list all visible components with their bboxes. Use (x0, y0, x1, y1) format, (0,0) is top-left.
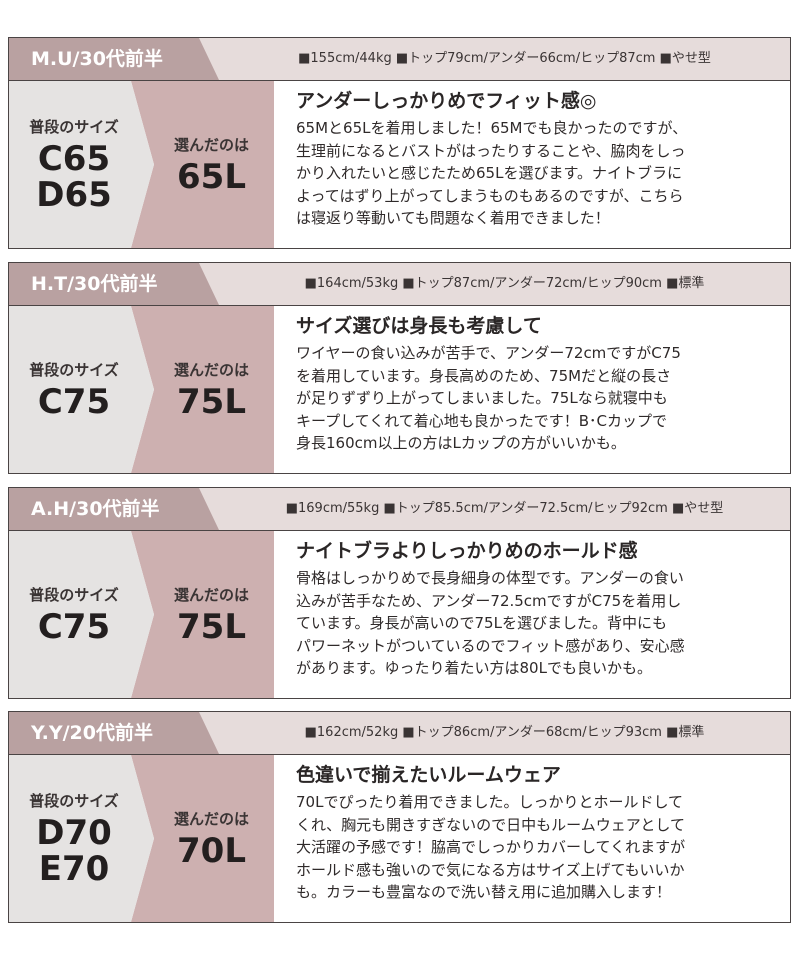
review-line: も。カラーも豊富なので洗い替え用に追加購入します！ (296, 883, 672, 901)
review-card: M.U/30代前半 ■155cm/44kg ■トップ79cm/アンダー66cm/… (8, 37, 791, 249)
review-line: 込みが苦手なため、アンダー72.5cmですがC75を着用し (296, 591, 682, 610)
review-line: くれ、胸元も開きすぎないので日中もルームウェアとして (296, 815, 685, 834)
body-measurements: ■162cm/52kg ■トップ86cm/アンダー68cm/ヒップ93cm ■標… (304, 725, 705, 740)
reviewer-name: A.H/30代前半 (9, 488, 219, 530)
chosen-size-panel: 選んだのは 75L (131, 531, 274, 698)
usual-label: 普段のサイズ (29, 361, 119, 379)
review-line: ホールド感も強いので気になる方はサイズ上げてもいいか (296, 860, 685, 879)
card-header: Y.Y/20代前半 ■162cm/52kg ■トップ86cm/アンダー68cm/… (9, 712, 790, 755)
review-line: 生理前になるとバストがはったりすることや、脇肉をしっ (296, 141, 686, 160)
review-title: アンダーしっかりめでフィット感◎ (296, 90, 597, 112)
usual-size-panel: 普段のサイズ C75 (9, 306, 154, 473)
reviewer-name: H.T/30代前半 (9, 263, 219, 305)
card-header: M.U/30代前半 ■155cm/44kg ■トップ79cm/アンダー66cm/… (9, 38, 790, 81)
usual-size-panel: 普段のサイズ C65 D65 (9, 81, 154, 248)
review-line: ています。身長が高いので75Lを選びました。背中にも (296, 614, 667, 632)
review-line: があります。ゆったり着たい方は80Lでも良いかも。 (296, 659, 652, 677)
chosen-label: 選んだのは (173, 586, 249, 604)
review-title: サイズ選びは身長も考慮して (296, 315, 542, 337)
review-line: 65Mと65Lを着用しました！65Mでも良かったのですが、 (296, 119, 688, 137)
chosen-size-panel: 選んだのは 70L (131, 755, 274, 922)
chosen-size: 75L (177, 607, 246, 647)
review-card: H.T/30代前半 ■164cm/53kg ■トップ87cm/アンダー72cm/… (8, 262, 791, 474)
body-measurements: ■155cm/44kg ■トップ79cm/アンダー66cm/ヒップ87cm ■や… (298, 51, 711, 66)
review-line: 骨格はしっかりめで長身細身の体型です。アンダーの食い (296, 569, 684, 587)
body-measurements: ■164cm/53kg ■トップ87cm/アンダー72cm/ヒップ90cm ■標… (304, 276, 705, 291)
chosen-label: 選んだのは (173, 136, 249, 154)
review-line: 身長160cm以上の方はLカップの方がいいかも。 (296, 434, 626, 452)
chosen-size: 65L (177, 157, 246, 197)
usual-label: 普段のサイズ (29, 118, 119, 136)
usual-size: D70 (36, 813, 112, 853)
card-header: A.H/30代前半 ■169cm/55kg ■トップ85.5cm/アンダー72.… (9, 488, 790, 531)
review-title: 色違いで揃えたいルームウェア (296, 764, 561, 786)
review-line: かり入れたいと感じたため65Lを選びます。ナイトブラに (296, 164, 682, 182)
review-title: ナイトブラよりしっかりめのホールド感 (296, 540, 638, 562)
review-line: ワイヤーの食い込みが苦手で、アンダー72cmですがC75 (296, 344, 681, 362)
review-text: 色違いで揃えたいルームウェア 70Lでぴったり着用できました。しっかりとホールドし… (274, 755, 780, 922)
review-line: が足りずずり上がってしまいました。75Lなら就寝中も (296, 389, 668, 407)
usual-label: 普段のサイズ (29, 792, 119, 810)
usual-size: C75 (37, 607, 111, 647)
chosen-label: 選んだのは (173, 361, 249, 379)
chosen-size: 75L (177, 382, 246, 422)
usual-size-panel: 普段のサイズ D70 E70 (9, 755, 154, 922)
reviewer-name: M.U/30代前半 (9, 38, 219, 80)
review-line: パワーネットがついているのでフィット感があり、安心感 (296, 636, 685, 655)
review-text: ナイトブラよりしっかりめのホールド感骨格はしっかりめで長身細身の体型です。アンダ… (274, 531, 780, 698)
chosen-size-panel: 選んだのは 75L (131, 306, 274, 473)
review-line: は寝返り等動いても問題なく着用できました！ (296, 209, 610, 227)
review-line: 70Lでぴったり着用できました。しっかりとホールドして (296, 793, 683, 811)
body-measurements: ■169cm/55kg ■トップ85.5cm/アンダー72.5cm/ヒップ92c… (285, 501, 724, 516)
card-header: H.T/30代前半 ■164cm/53kg ■トップ87cm/アンダー72cm/… (9, 263, 790, 306)
review-line: 大活躍の予感です！脇高でしっかりカバーしてくれますが (296, 838, 686, 856)
reviewer-name: Y.Y/20代前半 (9, 712, 219, 754)
review-line: を着用しています。身長高めのため、75Mだと縦の長さ (296, 366, 672, 385)
usual-label: 普段のサイズ (29, 586, 119, 604)
usual-size: C65 (37, 139, 111, 179)
usual-size: E70 (38, 849, 110, 889)
review-card: Y.Y/20代前半 ■162cm/52kg ■トップ86cm/アンダー68cm/… (8, 711, 791, 923)
chosen-size-panel: 選んだのは 65L (131, 81, 274, 248)
review-text: サイズ選びは身長も考慮してワイヤーの食い込みが苦手で、アンダー72cmですがC7… (274, 306, 780, 473)
review-card: A.H/30代前半 ■169cm/55kg ■トップ85.5cm/アンダー72.… (8, 487, 791, 699)
chosen-size: 70L (177, 831, 246, 871)
usual-size-panel: 普段のサイズ C75 (9, 531, 154, 698)
usual-size: D65 (36, 175, 112, 215)
chosen-label: 選んだのは (173, 810, 249, 828)
usual-size: C75 (37, 382, 111, 422)
review-line: よってはずり上がってしまうものもあるのですが、こちら (296, 186, 684, 205)
review-text: アンダーしっかりめでフィット感◎ 65Mと65Lを着用しました！65Mでも良かった… (274, 81, 780, 248)
review-line: キープしてくれて着心地も良かったです！B･Cカップで (296, 411, 668, 430)
